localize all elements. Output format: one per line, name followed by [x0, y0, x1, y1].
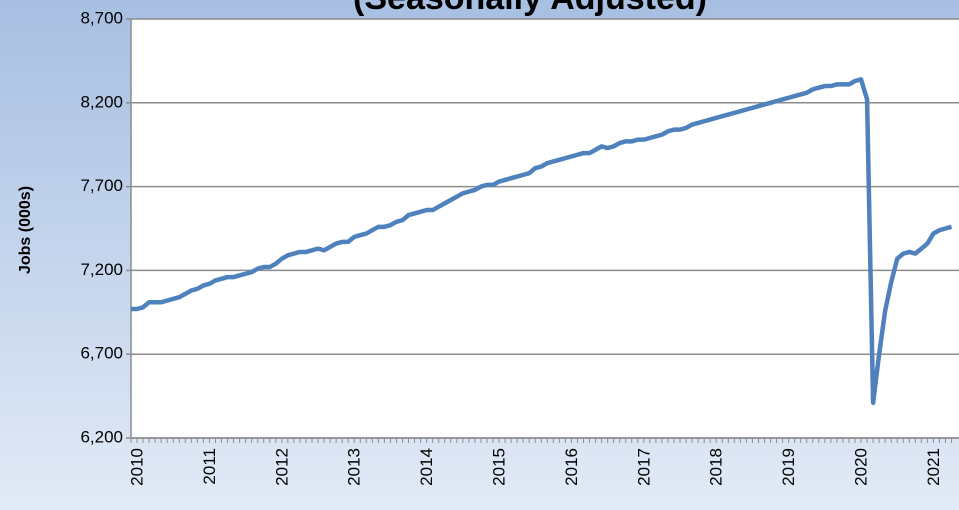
x-tick-label: 2016: [562, 448, 581, 486]
series-line: [131, 77, 953, 406]
x-tick-label: 2017: [634, 448, 653, 486]
x-tick-label: 2021: [924, 448, 943, 486]
x-tick-label: 2020: [851, 448, 870, 486]
y-tick-label: 7,200: [80, 260, 123, 279]
x-tick-label: 2015: [489, 448, 508, 486]
x-tick-label: 2011: [200, 448, 219, 485]
y-tick-label: 8,700: [80, 8, 123, 27]
plot-area: [131, 19, 959, 438]
x-tick-label: 2010: [127, 448, 146, 486]
x-tick-label: 2013: [345, 448, 364, 486]
y-tick-label: 6,200: [80, 427, 123, 446]
x-tick-label: 2012: [272, 448, 291, 486]
x-tick-label: 2019: [779, 448, 798, 486]
y-tick-label: 6,700: [80, 344, 123, 363]
y-tick-label: 7,700: [80, 176, 123, 195]
x-tick-label: 2018: [707, 448, 726, 486]
x-tick-label: 2014: [417, 448, 436, 486]
chart-title: (Seasonally Adjusted): [353, 0, 707, 17]
y-axis-label: Jobs (000s): [17, 186, 34, 274]
y-tick-label: 8,200: [80, 92, 123, 111]
